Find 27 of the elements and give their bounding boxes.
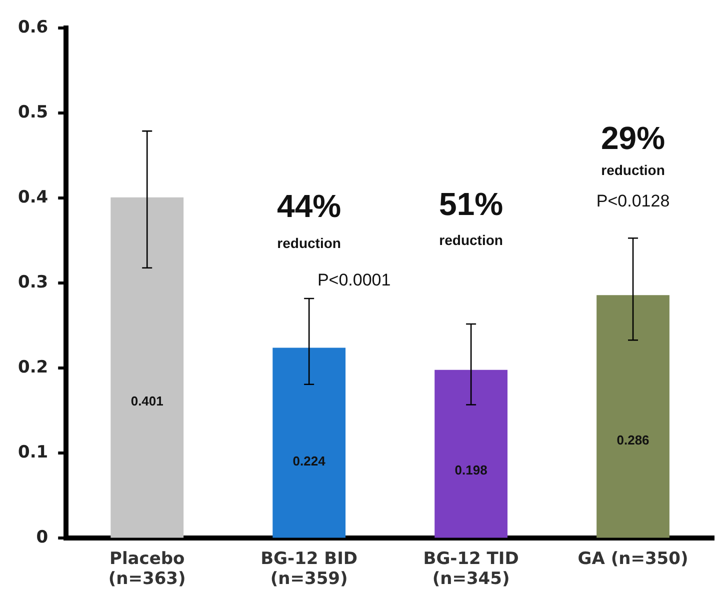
- y-tick-label: 0.5: [18, 102, 48, 123]
- data-label: 0.198: [454, 462, 488, 478]
- y-tick-label: 0.6: [18, 18, 48, 38]
- bar: [434, 370, 508, 538]
- y-tick-label: 0.2: [18, 358, 48, 378]
- bar: [110, 197, 184, 538]
- y-tick-label: 0: [36, 528, 48, 548]
- annotation: reduction: [601, 162, 665, 178]
- y-tick-label: 0.4: [18, 188, 48, 208]
- annotation: reduction: [439, 232, 503, 248]
- data-label: 0.401: [130, 393, 164, 408]
- annotation: P<0.0128: [596, 192, 670, 211]
- annotation: 44%: [277, 188, 342, 224]
- y-tick-label: 0.3: [18, 272, 48, 293]
- x-tick-label: Placebo (n=363): [108, 548, 186, 590]
- data-label: 0.286: [616, 432, 650, 448]
- data-label: 0.224: [292, 454, 326, 469]
- annotation: reduction: [277, 234, 341, 251]
- annotation: P<0.0001: [317, 270, 391, 290]
- annotation: 51%: [439, 186, 504, 222]
- x-tick-label: BG-12 BID (n=359): [260, 548, 358, 590]
- bar: [596, 295, 670, 538]
- x-tick-label: BG-12 TID (n=345): [423, 548, 519, 590]
- bar: [272, 348, 346, 538]
- x-tick-label: GA (n=350): [578, 548, 688, 569]
- y-tick-label: 0.1: [18, 442, 48, 463]
- annotation: 29%: [600, 120, 666, 156]
